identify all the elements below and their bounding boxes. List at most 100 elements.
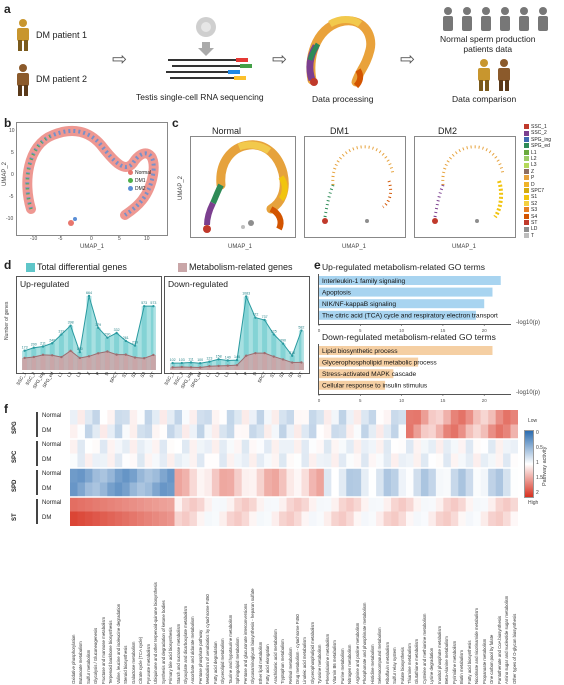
person-icon [14,18,32,52]
heat-cell [256,482,265,497]
heat-cell [450,497,459,512]
heat-cell [129,482,138,497]
heat-cell [249,482,257,497]
pathway-label: Citrate cycle (TCA cycle) [138,636,144,684]
heat-cell [368,424,377,439]
total-bar [252,317,258,370]
heat-cell [443,453,451,468]
data-label: 240 [49,338,55,342]
heat-cell [398,410,407,425]
heat-cell [346,511,354,526]
pathway-label: Fatty acid degradation [212,641,218,684]
heat-cell [159,424,168,439]
legend-label: SSC_1 [531,124,547,130]
f-colorbar [524,430,534,498]
heat-cell [420,468,429,483]
heat-row-label: Normal [42,442,62,448]
pathway-label: Glycolysis / Gluconeogenesis [93,627,99,684]
heat-cell [376,453,384,468]
d-up-title: Up-regulated [20,279,70,289]
heat-cell [353,482,362,497]
go-bar [319,299,485,309]
pathway-label: Purine metabolism [339,648,345,684]
heat-cell [383,482,392,497]
pathway-label: Galactose metabolism [130,641,136,684]
e-up-frame [318,274,511,325]
pathway-label: Folate biosynthesis [399,647,405,684]
processing-label: Data processing [312,94,374,104]
heat-cell [256,511,265,526]
pathway-label: Ether lipid metabolism [257,641,263,684]
total-point [23,349,26,352]
heat-cell [226,410,235,425]
pathway-label: Retinol metabolism [287,647,293,684]
heat-cell [301,410,310,425]
umap-c-ylabel: UMAP_2 [178,175,184,200]
heat-cell [294,468,302,483]
heat-cell [308,439,317,454]
x-tick-label: ST [148,371,155,379]
total-bar [280,343,286,370]
heat-cell [271,424,280,439]
legend-label: S3 [531,207,538,214]
heat-cell [435,410,444,425]
x-tick-label: L2 [214,371,221,378]
heat-cell [137,424,145,439]
heat-cell [264,453,272,468]
arrow-right-icon: ⇨ [400,49,416,69]
umap-b-ylabel: UMAP_2 [2,161,8,186]
heat-cell [84,511,93,526]
umap-c-legend-item: SPC7 [524,188,544,194]
arrow-right-icon: ⇨ [272,49,288,69]
x-tick-label: SSC_1 [164,371,175,386]
heat-cell [488,482,496,497]
umap-b-xtick: 5 [118,236,121,242]
pathway-label: Metabolism of xenobiotics by cytochrome … [205,594,211,684]
pathway-label: Terpenoid backbone biosynthesis [108,620,114,684]
x-tick-label: L3 [75,371,82,378]
heat-cell [204,439,213,454]
heat-cell [152,482,160,497]
x-tick-label: 5 [359,398,362,403]
heat-cell [316,497,325,512]
heat-cell [144,497,153,512]
heat-cell [458,410,466,425]
e-down-title: Down-regulated metabolism-related GO ter… [322,332,496,342]
heat-cell [316,453,325,468]
pathway-label: Pantothenate and CoA biosynthesis [496,615,502,684]
data-label: 211 [40,341,46,345]
heat-cell [435,439,444,454]
data-label: 261 [123,336,129,340]
heat-cell [70,439,78,454]
heat-cell [368,468,377,483]
total-bar [68,325,74,370]
umap-c-legend-item: S2 [524,201,537,207]
umap-b-plot [16,122,168,236]
heat-cell [458,497,466,512]
legend-swatch [524,200,529,206]
heat-cell [398,424,407,439]
umap-b-xtick: -10 [30,236,38,242]
metab-bar [289,362,295,370]
metab-bar [77,357,83,370]
heat-row-label: Normal [42,500,62,506]
heat-cell [241,497,250,512]
heat-cell [465,497,474,512]
e-down-frame [318,344,511,395]
heat-cell [211,439,220,454]
heat-cell [219,511,227,526]
data-label: 582 [298,326,304,330]
d-down-chart: 102SSC_1103SSC_2111SPG_ing100SPG_ed123L1… [164,292,304,390]
data-label: 100 [197,358,203,362]
heat-cell [77,410,86,425]
heat-cell [420,482,429,497]
heat-cell [286,482,295,497]
heat-cell [398,497,407,512]
metab-point [300,361,303,364]
sequencing-label: Testis single-cell RNA sequencing [136,92,264,102]
heat-cell [301,453,310,468]
pathway-label: Tyrosine metabolism [317,644,323,684]
go-bar [319,357,419,367]
x-tick-label: P [243,371,249,376]
heat-cell [264,410,272,425]
